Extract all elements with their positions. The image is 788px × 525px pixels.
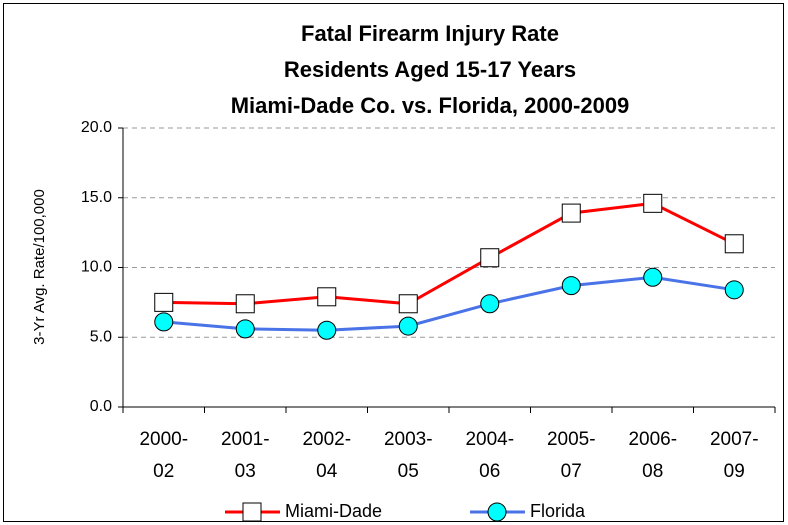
- x-tick-label: 2003-05: [384, 429, 433, 482]
- marker: [398, 294, 418, 314]
- marker: [235, 294, 255, 314]
- legend-marker: [242, 502, 262, 522]
- marker: [317, 320, 337, 340]
- marker: [317, 287, 337, 307]
- marker: [724, 280, 744, 300]
- y-tick-label: 5.0: [90, 328, 112, 345]
- y-tick-label: 20.0: [81, 119, 112, 136]
- chart-title: Miami-Dade Co. vs. Florida, 2000-2009: [231, 93, 630, 118]
- marker: [480, 248, 500, 268]
- x-tick-label: 2005-07: [547, 429, 596, 482]
- marker: [724, 234, 744, 254]
- x-tick-label: 2006-08: [628, 429, 677, 482]
- marker: [643, 193, 663, 213]
- y-axis-label: 3-Yr Avg. Rate/100,000: [31, 189, 48, 345]
- chart-title: Fatal Firearm Injury Rate: [301, 21, 559, 46]
- chart-title: Residents Aged 15-17 Years: [284, 57, 576, 82]
- x-tick-label: 2000-02: [139, 429, 188, 482]
- x-tick-label: 2001-03: [221, 429, 270, 482]
- y-tick-label: 0.0: [90, 398, 112, 415]
- legend-label: Florida: [530, 501, 586, 521]
- x-tick-label: 2002-04: [302, 429, 351, 482]
- y-tick-label: 15.0: [81, 189, 112, 206]
- marker: [154, 292, 174, 312]
- marker: [643, 267, 663, 287]
- marker: [561, 276, 581, 296]
- legend-label: Miami-Dade: [285, 501, 382, 521]
- marker: [561, 203, 581, 223]
- y-tick-label: 10.0: [81, 259, 112, 276]
- chart-border: [3, 3, 784, 522]
- x-tick-label: 2007-09: [710, 429, 759, 482]
- marker: [154, 312, 174, 332]
- legend-marker: [487, 502, 507, 522]
- x-tick-label: 2004-06: [465, 429, 514, 482]
- marker: [235, 319, 255, 339]
- marker: [398, 316, 418, 336]
- series-line: [163, 201, 735, 306]
- marker: [480, 294, 500, 314]
- series-line: [163, 275, 735, 332]
